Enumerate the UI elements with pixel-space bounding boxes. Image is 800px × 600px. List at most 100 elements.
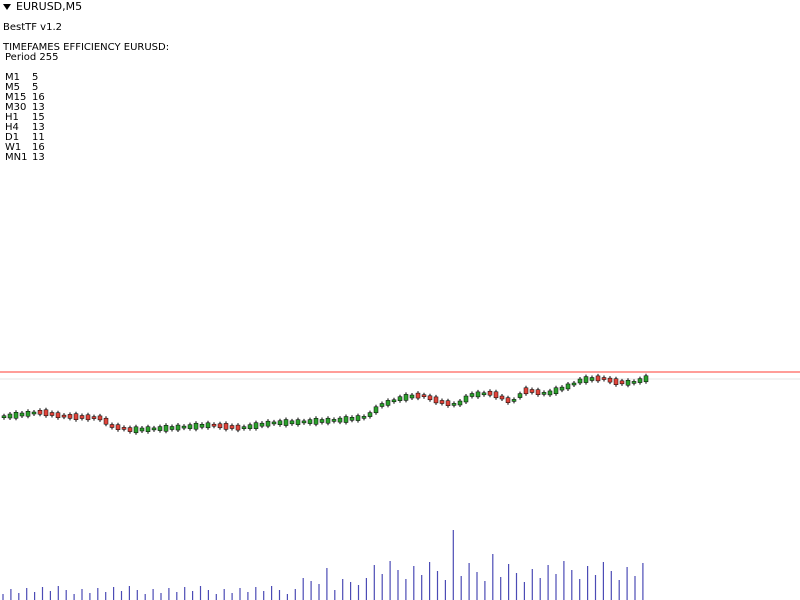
candle-body (127, 427, 133, 432)
indicator-heading: TIMEFAMES EFFICIENCY EURUSD: (3, 42, 170, 53)
candle-body (433, 396, 439, 404)
candle-body (511, 399, 517, 402)
candle-body (199, 424, 205, 428)
candle-body (451, 403, 457, 406)
candle-body (283, 419, 289, 426)
candle-body (55, 412, 61, 418)
table-row: H4 13 (5, 123, 62, 133)
candle-body (151, 427, 157, 431)
candle-body (607, 377, 613, 383)
candle-body (409, 394, 415, 399)
table-row: D1 11 (5, 133, 62, 143)
timeframe-value: 5 (32, 82, 39, 93)
candle-body (217, 423, 223, 429)
table-row: M15 16 (5, 93, 62, 103)
candle-body (13, 412, 19, 419)
candle-body (85, 414, 91, 421)
timeframe-label: M30 (5, 102, 27, 113)
candle-body (445, 400, 451, 406)
candle-body (373, 406, 379, 414)
timeframe-value: 16 (32, 92, 45, 103)
candle-body (37, 410, 43, 415)
timeframe-label: M15 (5, 92, 27, 103)
timeframe-value: 11 (32, 132, 45, 143)
price-candlestick-chart[interactable] (0, 360, 800, 440)
candle-body (193, 422, 199, 430)
candle-body (79, 415, 85, 419)
timeframe-value: 5 (32, 72, 39, 83)
chart-header: EURUSD,M5 (2, 0, 82, 14)
candle-body (553, 387, 559, 395)
candle-body (1, 415, 7, 418)
timeframe-label: MN1 (5, 152, 28, 163)
candle-body (379, 403, 385, 407)
volume-histogram[interactable] (0, 520, 800, 600)
candle-body (397, 396, 403, 401)
candle-body (91, 416, 97, 419)
candle-body (367, 412, 373, 417)
candle-body (97, 415, 103, 421)
timeframe-value: 15 (32, 112, 45, 123)
candle-body (541, 392, 547, 395)
candle-body (73, 413, 79, 420)
candle-body (355, 415, 361, 421)
candle-body (517, 393, 523, 398)
indicator-name: BestTF v1.2 (3, 22, 63, 33)
symbol-timeframe-label: EURUSD,M5 (16, 0, 83, 13)
candle-body (133, 426, 139, 434)
candle-body (259, 422, 265, 427)
candle-body (43, 409, 49, 417)
candle-body (181, 425, 187, 429)
candle-body (67, 414, 73, 419)
candle-body (361, 416, 367, 419)
candle-body (487, 390, 493, 396)
candle-body (313, 418, 319, 425)
timeframe-label: H1 (5, 112, 19, 123)
candle-body (385, 400, 391, 406)
candle-body (427, 395, 433, 401)
table-row: W1 16 (5, 143, 62, 153)
timeframe-label: M1 (5, 72, 20, 83)
candle-body (325, 417, 331, 424)
candle-body (523, 387, 529, 395)
candle-body (493, 391, 499, 399)
candle-body (457, 400, 463, 406)
candle-body (481, 392, 487, 396)
candle-body (331, 419, 337, 422)
candle-body (175, 424, 181, 431)
triangle-down-icon[interactable] (2, 2, 12, 12)
table-row: M30 13 (5, 103, 62, 113)
candle-body (157, 426, 163, 431)
candle-body (235, 424, 241, 431)
candle-body (115, 424, 121, 430)
candle-body (337, 417, 343, 423)
candle-body (289, 420, 295, 425)
timeframe-value: 13 (32, 102, 45, 113)
table-row: MN1 13 (5, 153, 62, 163)
candle-body (295, 419, 301, 425)
table-row: M1 5 (5, 73, 62, 83)
candle-body (205, 422, 211, 429)
candle-body (145, 426, 151, 432)
candle-body (307, 419, 313, 424)
candle-body (571, 382, 577, 386)
candle-body (625, 379, 631, 386)
table-row: H1 15 (5, 113, 62, 123)
candle-body (499, 395, 505, 400)
candle-body (589, 377, 595, 381)
candle-body (601, 377, 607, 380)
candle-body (271, 421, 277, 425)
candle-body (613, 378, 619, 385)
candle-body (577, 378, 583, 384)
timeframe-label: H4 (5, 122, 19, 133)
candle-body (265, 420, 271, 427)
candle-body (595, 375, 601, 382)
candle-body (187, 424, 193, 429)
candle-body (403, 394, 409, 401)
timeframe-label: D1 (5, 132, 20, 143)
candle-body (109, 424, 115, 428)
timeframe-label: M5 (5, 82, 20, 93)
candle-body (25, 411, 31, 417)
candle-body (547, 390, 553, 396)
